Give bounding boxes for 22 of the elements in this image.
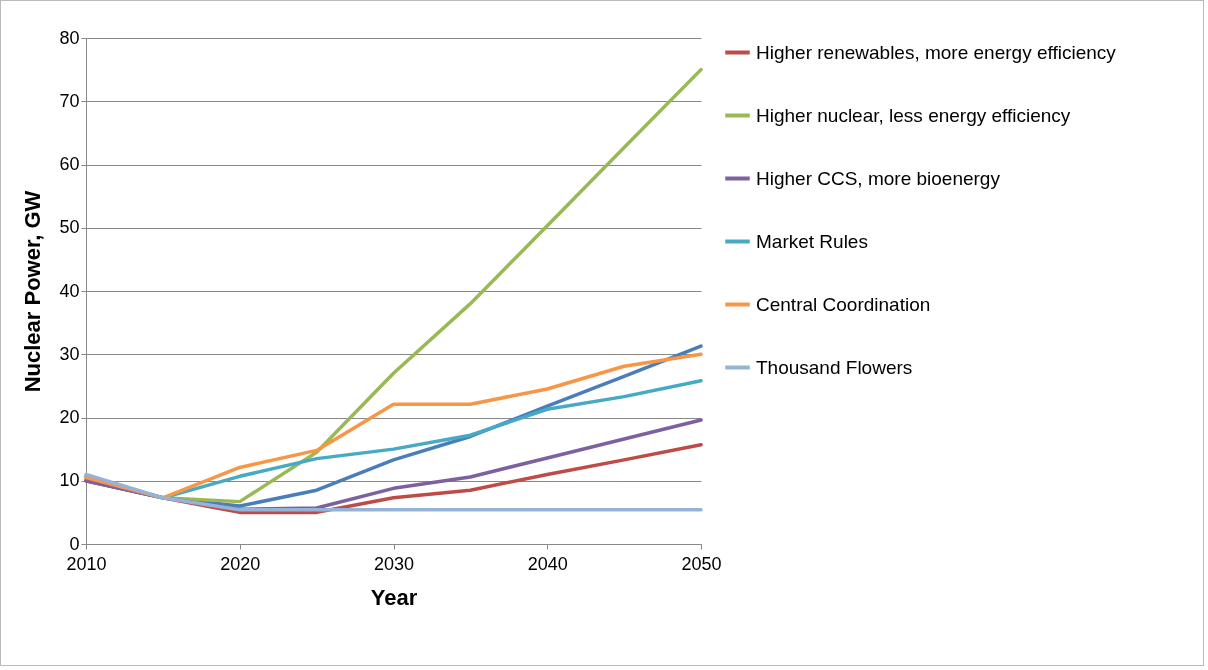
y-tick-label: 60 <box>59 154 80 174</box>
y-tick-label: 80 <box>59 27 80 48</box>
y-tick-label: 20 <box>59 407 80 427</box>
legend-label: Market Rules <box>756 230 868 252</box>
x-tick-label: 2050 <box>681 553 722 574</box>
y-tick-label: 50 <box>59 217 80 238</box>
y-tick-label: 0 <box>69 533 80 554</box>
legend-label: Higher CCS, more bioenergy <box>756 167 1001 189</box>
legend-label: Central Coordination <box>756 293 931 315</box>
y-tick-label: 10 <box>59 470 80 491</box>
x-tick-label: 2020 <box>220 553 261 574</box>
legend-label: Thousand Flowers <box>756 356 913 378</box>
x-tick-label: 2040 <box>527 553 568 574</box>
x-tick-label: 2010 <box>66 553 107 574</box>
legend-label: Higher renewables, more energy efficiency <box>756 41 1117 63</box>
y-tick-label: 30 <box>59 343 80 364</box>
y-axis-title: Nuclear Power, GW <box>20 190 46 393</box>
y-tick-label: 40 <box>59 280 80 301</box>
legend-label: Higher nuclear, less energy efficiency <box>756 104 1071 126</box>
y-tick-label: 70 <box>59 90 80 111</box>
x-axis-title: Year <box>370 584 418 610</box>
x-tick-label: 2030 <box>373 553 415 574</box>
